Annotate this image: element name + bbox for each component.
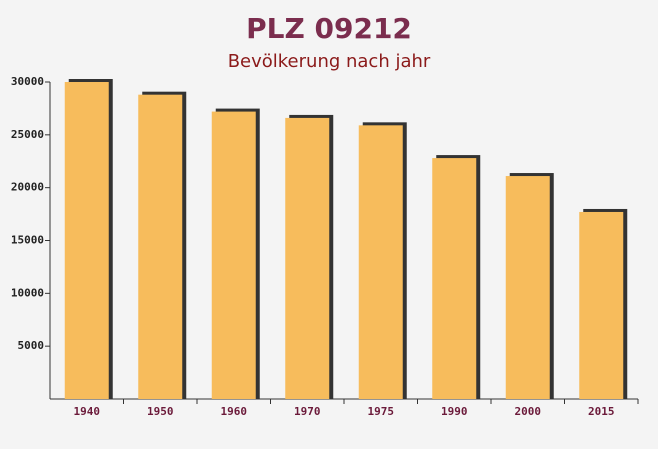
y-tick-label: 20000 (11, 181, 44, 194)
x-tick-label: 2000 (515, 405, 542, 418)
y-tick-label: 5000 (18, 339, 45, 352)
bar (579, 211, 624, 399)
x-tick-label: 1960 (221, 405, 248, 418)
bar (138, 94, 183, 400)
x-tick-label: 1950 (147, 405, 174, 418)
y-tick-label: 15000 (11, 234, 44, 247)
chart-title: PLZ 09212 (246, 12, 412, 45)
y-tick-label: 30000 (11, 75, 44, 88)
x-tick-label: 1940 (74, 405, 101, 418)
bar (285, 117, 330, 399)
bar (505, 176, 550, 399)
bar (432, 158, 477, 399)
bar (64, 82, 109, 399)
y-tick-label: 10000 (11, 286, 44, 299)
x-tick-label: 2015 (588, 405, 615, 418)
y-tick-label: 25000 (11, 128, 44, 141)
bar (211, 111, 256, 399)
x-tick-label: 1990 (441, 405, 468, 418)
bar (358, 125, 403, 399)
chart-subtitle: Bevölkerung nach jahr (228, 51, 431, 72)
x-tick-label: 1970 (294, 405, 321, 418)
x-tick-label: 1975 (368, 405, 395, 418)
